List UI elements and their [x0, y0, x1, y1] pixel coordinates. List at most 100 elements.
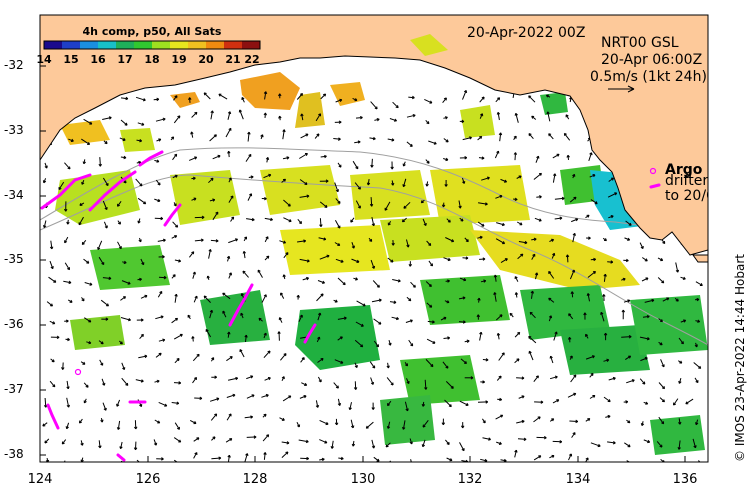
velocity-vector [569, 269, 575, 280]
velocity-vector-head [258, 318, 261, 321]
velocity-vector-head [82, 243, 85, 245]
velocity-vector [49, 260, 54, 269]
velocity-vector-head [463, 180, 466, 184]
velocity-vector-head [52, 359, 55, 362]
velocity-vector-head [476, 314, 479, 318]
colorbar [43, 40, 261, 50]
velocity-vector-head [607, 414, 611, 417]
velocity-vector [351, 242, 355, 249]
velocity-vector-head [307, 259, 310, 262]
velocity-vector [212, 211, 219, 221]
velocity-vector-head [409, 264, 413, 267]
velocity-vector [261, 394, 269, 398]
velocity-vector-head [317, 312, 321, 315]
colorbar-swatch [170, 41, 189, 49]
velocity-vector [516, 377, 525, 379]
drifter-tracks [40, 150, 317, 462]
velocity-vector-head [82, 442, 84, 446]
velocity-vector [531, 291, 534, 299]
velocity-vector-head [392, 242, 395, 246]
velocity-vector-head [218, 93, 221, 97]
velocity-vector-head [384, 208, 388, 211]
velocity-vector-head [403, 207, 407, 209]
velocity-vector [317, 280, 325, 284]
velocity-vector [136, 459, 140, 462]
land-mass [40, 15, 708, 256]
velocity-vector-head [66, 426, 69, 430]
isobath-line [40, 174, 708, 346]
velocity-vector [500, 178, 507, 183]
velocity-vector-head [235, 376, 238, 379]
velocity-vector [603, 274, 606, 282]
velocity-vector [392, 101, 399, 109]
velocity-vector-head [427, 121, 430, 124]
velocity-vector [48, 276, 57, 283]
velocity-vector-head [192, 176, 196, 179]
sst-patches [55, 35, 708, 455]
velocity-vector-head [117, 204, 120, 207]
velocity-vector-head [469, 136, 472, 138]
velocity-vector [428, 140, 437, 145]
colorbar-tick: 18 [144, 53, 160, 66]
velocity-vector [354, 182, 361, 190]
velocity-vector [426, 302, 433, 308]
velocity-vector [333, 138, 341, 140]
velocity-vector-head [461, 218, 464, 222]
velocity-vector [153, 439, 157, 446]
velocity-vector-head [286, 156, 290, 158]
velocity-vector-head [176, 358, 180, 360]
velocity-vector-head [662, 280, 665, 284]
velocity-vector-head [83, 361, 86, 365]
velocity-vector-head [585, 457, 589, 460]
velocity-vector [43, 220, 47, 228]
velocity-vector-head [391, 166, 394, 170]
velocity-vector-head [352, 425, 355, 429]
velocity-vector-head [68, 280, 72, 284]
velocity-vector-head [680, 360, 683, 364]
velocity-vector-head [647, 337, 650, 340]
velocity-vector [335, 258, 344, 263]
colorbar-swatch [206, 41, 225, 49]
velocity-vector [535, 156, 539, 163]
velocity-vector-head [158, 198, 161, 202]
velocity-vector [370, 197, 373, 207]
velocity-vector [459, 400, 469, 406]
velocity-vector-head [305, 182, 308, 185]
velocity-vector-head [65, 208, 68, 212]
velocity-vector [553, 331, 558, 341]
velocity-vector [481, 177, 490, 181]
velocity-vector [264, 377, 271, 381]
velocity-vector-head [199, 396, 203, 399]
velocity-vector [263, 174, 271, 179]
velocity-vector-head [497, 97, 500, 99]
velocity-vector-head [349, 407, 352, 411]
velocity-vector-head [306, 439, 309, 443]
velocity-vector-head [603, 332, 607, 336]
velocity-vector-head [514, 197, 518, 200]
velocity-vector [172, 153, 178, 161]
velocity-vector-head [71, 138, 74, 142]
velocity-vector [299, 179, 308, 185]
velocity-vector [247, 132, 250, 142]
velocity-vector-head [316, 133, 320, 136]
velocity-vector-head [568, 453, 572, 456]
velocity-vector [203, 92, 211, 100]
velocity-vector [528, 95, 536, 103]
velocity-vector-head [232, 393, 236, 396]
velocity-vector [222, 292, 231, 300]
velocity-vector-head [158, 420, 161, 424]
colorbar-swatch [62, 41, 81, 49]
velocity-vector [281, 451, 289, 458]
velocity-vector-head [683, 276, 686, 280]
velocity-vector-head [554, 375, 558, 378]
velocity-vector [172, 221, 178, 228]
velocity-vector-head [679, 381, 682, 384]
velocity-vector-head [81, 182, 85, 185]
velocity-vector-head [700, 283, 703, 286]
argo-float-marker[interactable] [74, 368, 82, 376]
velocity-vector [66, 397, 70, 408]
velocity-vector-head [70, 299, 73, 303]
velocity-vector-head [211, 357, 214, 360]
velocity-vector-head [403, 427, 406, 430]
